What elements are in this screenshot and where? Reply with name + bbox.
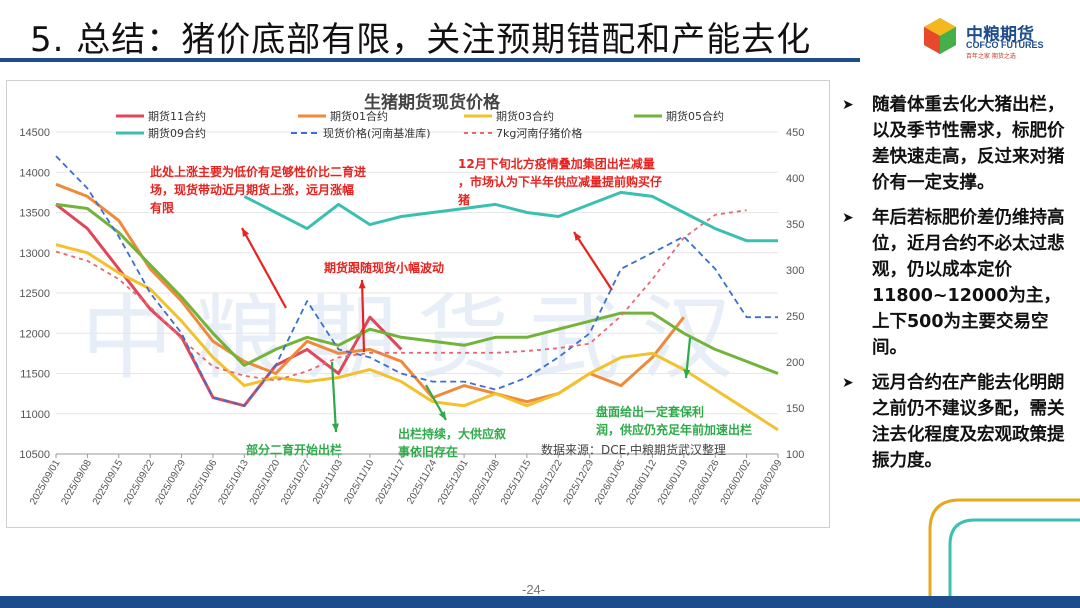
page-title: 5. 总结：猪价底部有限，关注预期错配和产能去化 [30,20,812,60]
y-right-tick-label: 200 [786,357,804,369]
title-underline [0,58,860,62]
chart-title: 生猪期货现货价格 [364,92,501,113]
y-right-tick-label: 250 [786,311,804,323]
annotation-line: 12月下旬北方疫情叠加集团出栏减量 [458,156,655,171]
annotation-line: 出栏持续，大供应叙 [398,426,506,441]
annotation-line: 润，供应仍充足年前加速出栏 [596,422,752,437]
y-left-tick-label: 12500 [19,288,50,300]
logo-tagline: 百年之家 期货之选 [966,53,1016,60]
price-chart: 中粮期货武汉1050011000115001200012500130001350… [6,80,830,528]
y-left-tick-label: 11500 [20,369,50,381]
annotation-arrow [241,227,287,309]
annotation-line: 有限 [150,200,174,215]
arrow-bullet-icon: ➤ [842,210,854,226]
annotation-line: 猪 [457,192,470,207]
footer-bar [0,596,1080,608]
y-right-tick-label: 300 [786,265,804,277]
legend-label: 7kg河南仔猪价格 [496,126,582,140]
series-line [55,243,779,432]
bullet-text: 远月合约在产能去化明朗之前仍不建议多配，需关注去化程度及宏观政策提振力度。 [872,373,1065,471]
annotation-arrow-head [242,228,250,237]
legend-label: 期货09合约 [148,126,206,140]
legend-label: 期货11合约 [148,109,206,123]
bullet-text: 随着体重去化大猪出栏，以及季节性需求，标肥价差快速走高，反过来对猪价有一定支撑。 [872,95,1065,193]
annotation-line: 事依旧存在 [398,444,458,459]
annotation-arrow-head [574,232,582,241]
company-logo: 中粮期货 COFCO FUTURES 百年之家 期货之选 [920,16,1070,60]
annotation-arrow-head [683,369,691,378]
logo-en-text: COFCO FUTURES [966,40,1044,50]
data-source-text: 数据来源：DCE,中粮期货武汉整理 [541,442,726,457]
annotation-arrow [360,279,366,353]
series-line [243,190,778,243]
annotation-arrow-head [438,411,446,420]
annotation-text: 此处上涨主要为低价有足够性价比二育进场，现货带动近月期货上涨，远月涨幅有限 [150,164,366,215]
bullet-item: ➤ 随着体重去化大猪出栏，以及季节性需求，标肥价差快速走高，反过来对猪价有一定支撑… [838,92,1078,196]
annotation-text: 部分二育开始出栏 [246,442,342,457]
arrow-bullet-icon: ➤ [842,97,854,113]
y-left-tick-label: 14000 [19,167,50,179]
legend-label: 期货05合约 [666,109,724,123]
series-line [55,209,747,382]
annotation-line: 盘面给出一定套保利 [596,404,704,419]
y-right-tick-label: 150 [786,403,804,415]
y-right-tick-label: 100 [786,449,804,461]
annotation-arrow-head [332,423,340,432]
annotation-line: 期货跟随现货小幅波动 [324,260,444,275]
chart-frame [6,80,830,528]
y-right-tick-label: 350 [786,219,804,231]
annotation-arrow [330,361,338,433]
y-right-tick-label: 450 [786,127,804,139]
y-right-tick-label: 400 [786,173,804,185]
bullet-item: ➤ 年后若标肥价差仍维持高位，近月合约不必太过悲观，仍以成本定价11800~120… [838,205,1078,361]
legend-label: 现货价格(河南基准库) [323,126,431,140]
y-left-tick-label: 11000 [20,409,50,421]
y-left-tick-label: 12000 [19,328,50,340]
annotation-text: 出栏持续，大供应叙事依旧存在 [398,426,506,459]
logo-cn-text: 中粮期货 [966,25,1034,45]
y-left-tick-label: 10500 [19,449,50,461]
annotation-arrow [573,231,613,291]
annotation-arrow-head [358,280,366,289]
arrow-bullet-icon: ➤ [842,375,854,391]
page-number: -24- [522,582,546,597]
annotation-line: 部分二育开始出栏 [246,442,342,457]
y-left-tick-label: 13000 [19,248,50,260]
logo-mark-icon [924,18,956,54]
legend-label: 期货01合约 [330,109,388,123]
legend-label: 期货03合约 [496,109,554,123]
annotation-text: 期货跟随现货小幅波动 [324,260,444,275]
y-left-tick-label: 14500 [19,127,50,139]
bullet-text: 年后若标肥价差仍维持高位，近月合约不必太过悲观，仍以成本定价11800~1200… [872,208,1065,358]
annotation-line: ，市场认为下半年供应减量提前购买仔 [458,174,662,189]
y-left-tick-label: 13500 [19,208,50,220]
decorative-lines [928,498,1080,600]
annotation-text: 盘面给出一定套保利润，供应仍充足年前加速出栏 [596,404,752,437]
annotation-text: 12月下旬北方疫情叠加集团出栏减量 ，市场认为下半年供应减量提前购买仔猪 [457,156,662,207]
bullet-item: ➤ 远月合约在产能去化明朗之前仍不建议多配，需关注去化程度及宏观政策提振力度。 [838,370,1078,474]
annotation-line: 此处上涨主要为低价有足够性价比二育进 [150,164,366,179]
series-line [55,202,779,375]
summary-bullets: ➤ 随着体重去化大猪出栏，以及季节性需求，标肥价差快速走高，反过来对猪价有一定支撑… [838,92,1078,483]
annotation-line: 场，现货带动近月期货上涨，远月涨幅 [150,182,354,197]
